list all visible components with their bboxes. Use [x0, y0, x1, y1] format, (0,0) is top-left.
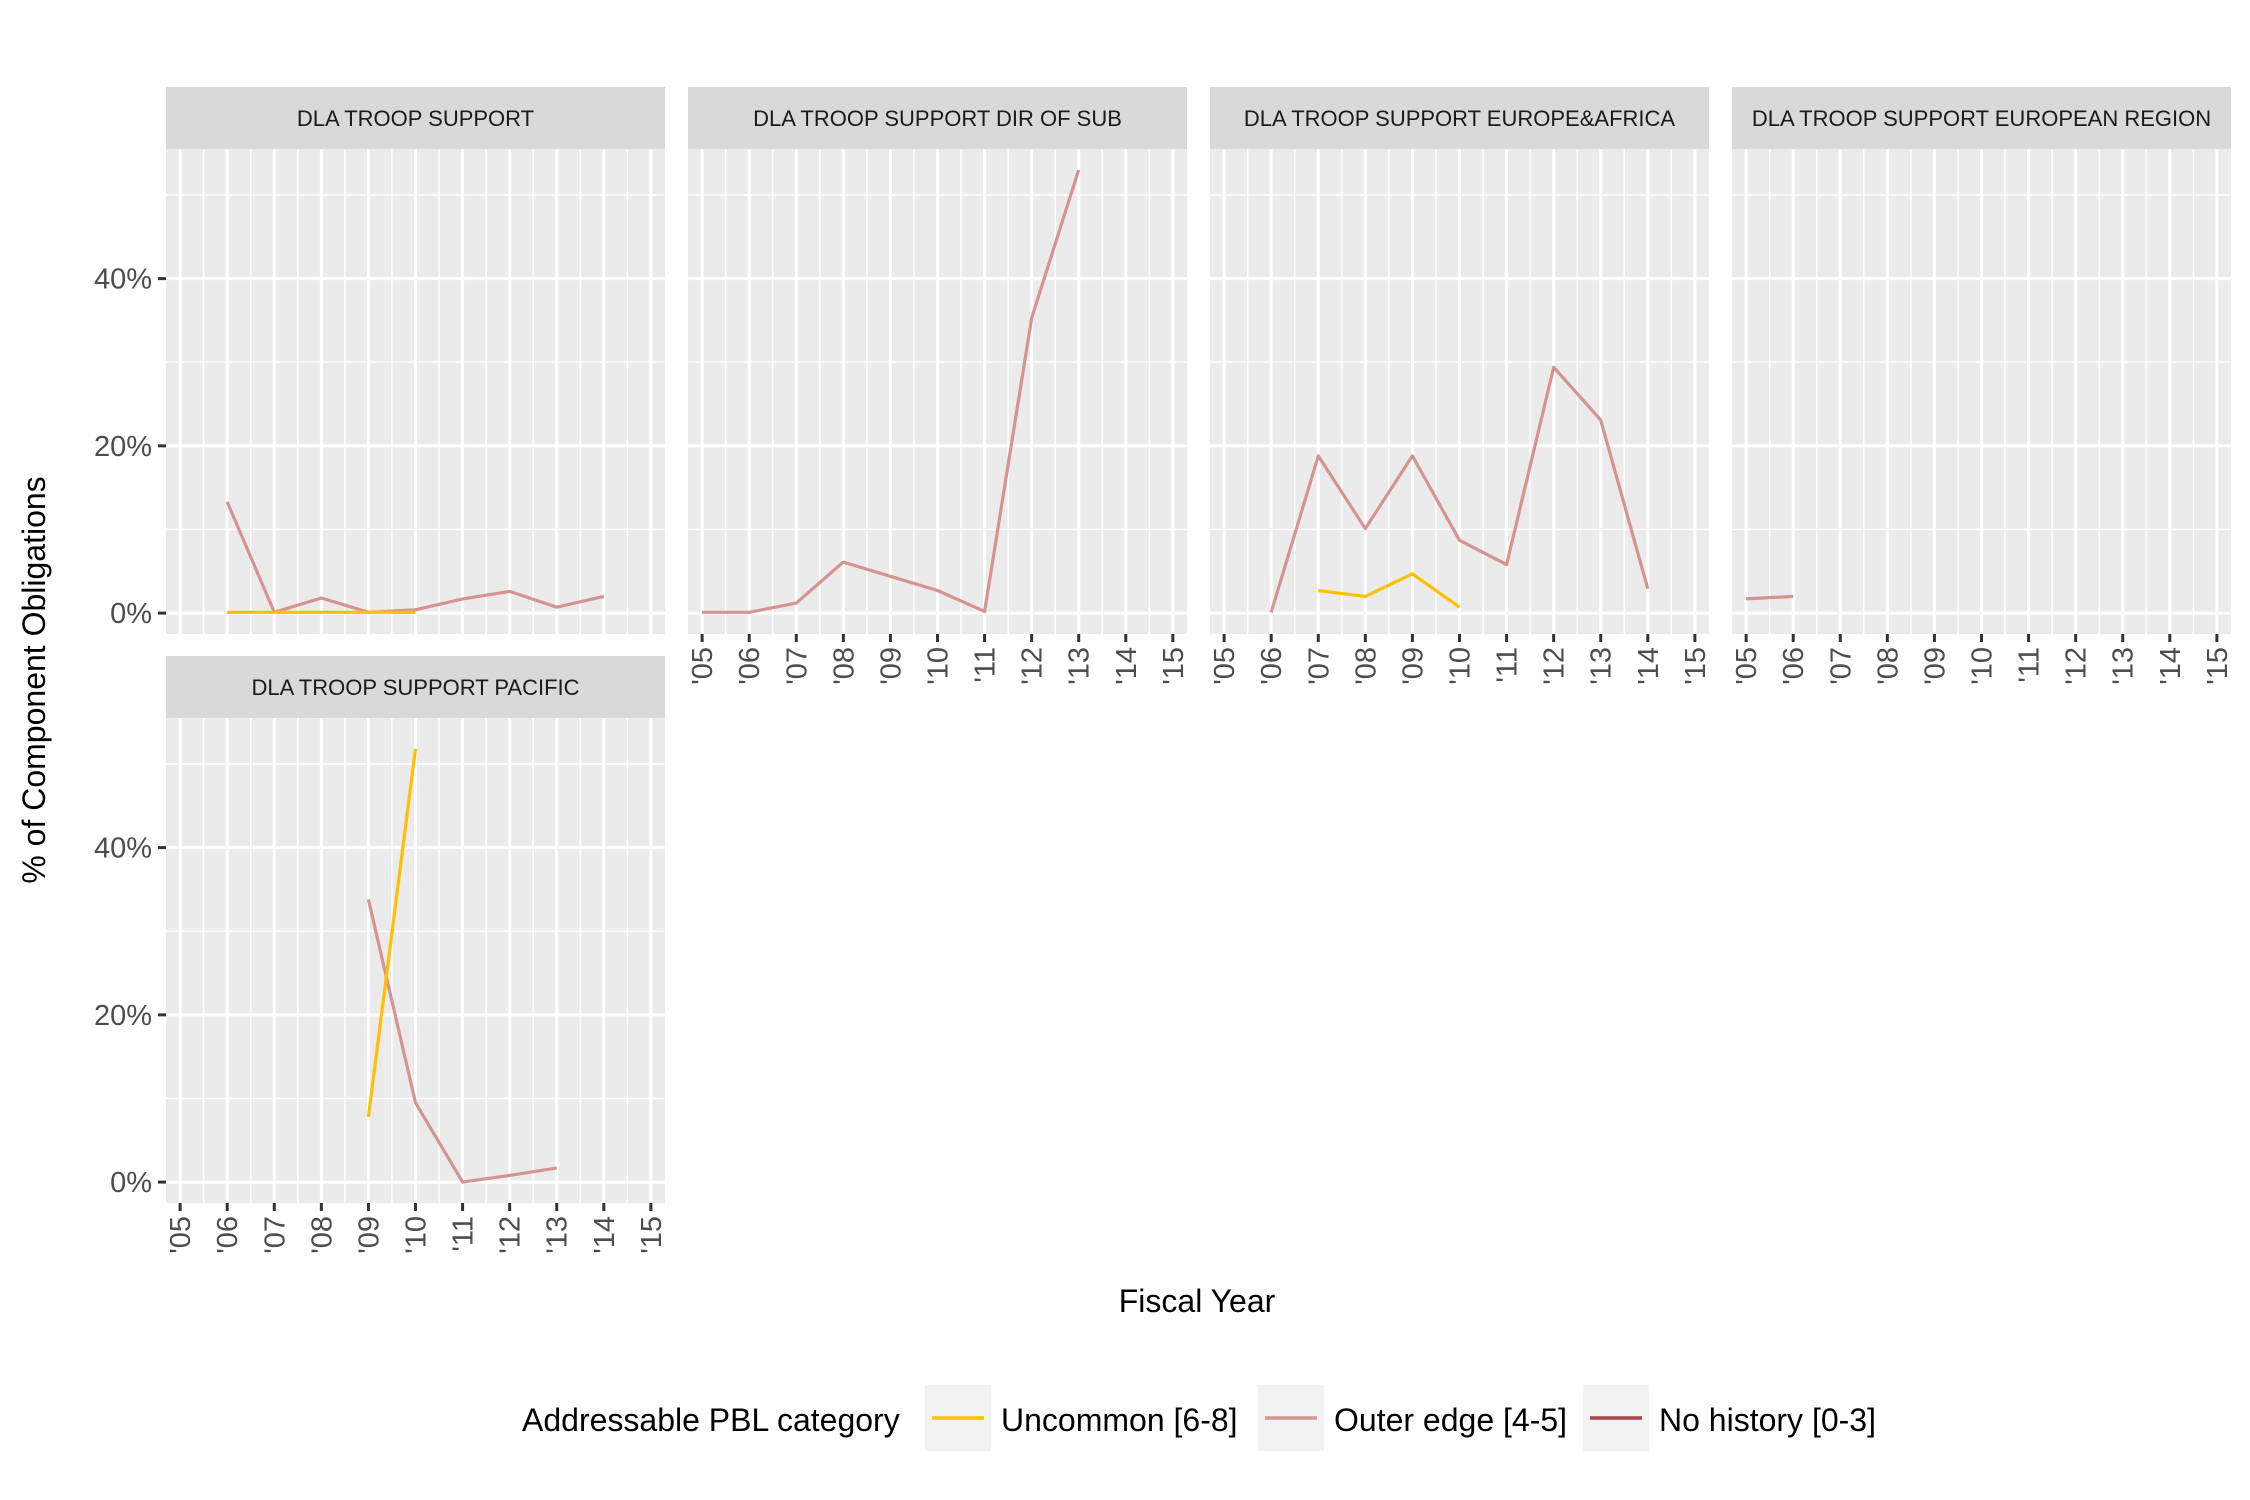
panel-5: DLA TROOP SUPPORT PACIFIC 0% 20% 40% '05 '06 '… [94, 656, 668, 1254]
series-line [366, 899, 557, 1184]
x-tick-label: '13 [1586, 647, 1618, 685]
panel-1: DLA TROOP SUPPORT 0% 20% 40% [94, 87, 665, 634]
x-tick-label: '07 [259, 1216, 291, 1254]
panel-strip [166, 87, 665, 149]
x-tick-label: '08 [1350, 647, 1382, 685]
x-tick-label: '08 [828, 647, 860, 685]
x-tick-label: '07 [1825, 647, 1857, 685]
x-tick-label: '11 [2014, 647, 2046, 683]
x-tick-label: '12 [1539, 647, 1571, 685]
x-tick-label: '13 [2108, 647, 2140, 685]
x-tick-label: '11 [1492, 647, 1524, 683]
x-tick-label: '10 [401, 1216, 433, 1254]
panel-title: DLA TROOP SUPPORT EUROPEAN REGION [1752, 106, 2211, 131]
legend-entry: Outer edge [4-5] [1258, 1385, 1567, 1451]
x-tick-label: '07 [781, 647, 813, 685]
x-tick-label: '15 [2202, 647, 2234, 685]
x-tick-label: '05 [1209, 647, 1241, 685]
x-tick-label: '10 [923, 647, 955, 685]
x-tick-label: '14 [1633, 647, 1665, 685]
y-tick-label: 40% [94, 833, 152, 865]
panel-strip [688, 87, 1187, 149]
y-tick-label: 0% [110, 1167, 152, 1199]
y-axis-title: % of Component Obligations [16, 476, 52, 883]
x-tick-label: '13 [542, 1216, 574, 1254]
x-tick-label: '05 [1731, 647, 1763, 685]
panel-strip [1210, 87, 1709, 149]
x-tick-label: '15 [1158, 647, 1190, 685]
x-tick-label: '08 [306, 1216, 338, 1254]
legend-label: No history [0-3] [1659, 1402, 1876, 1438]
x-tick-label: '14 [1111, 647, 1143, 685]
panel-title: DLA TROOP SUPPORT EUROPE&AFRICA [1244, 106, 1675, 131]
y-tick-label: 20% [94, 1000, 152, 1032]
x-tick-label: '09 [353, 1216, 385, 1254]
x-tick-label: '12 [495, 1216, 527, 1254]
legend-entry: Uncommon [6-8] [925, 1385, 1238, 1451]
x-tick-label: '09 [875, 647, 907, 685]
legend-label: Uncommon [6-8] [1001, 1402, 1238, 1438]
panel-3: DLA TROOP SUPPORT EUROPE&AFRICA '05 '06 '07… [1209, 87, 1712, 685]
x-tick-label: '11 [448, 1216, 480, 1252]
x-tick-label: '14 [2155, 647, 2187, 685]
y-tick-label: 0% [110, 598, 152, 630]
x-tick-label: '06 [1778, 647, 1810, 685]
x-tick-label: '13 [1064, 647, 1096, 685]
x-tick-label: '12 [2061, 647, 2093, 685]
x-tick-label: '09 [1919, 647, 1951, 685]
legend-entry: No history [0-3] [1583, 1385, 1876, 1451]
panel-title: DLA TROOP SUPPORT PACIFIC [251, 675, 579, 700]
x-tick-label: '10 [1445, 647, 1477, 685]
x-tick-label: '14 [589, 1216, 621, 1254]
x-axis-title: Fiscal Year [1119, 1283, 1276, 1319]
series-line [366, 748, 418, 1118]
y-tick-label: 40% [94, 264, 152, 296]
panel-strip [1732, 87, 2231, 149]
panel-title: DLA TROOP SUPPORT DIR OF SUB [753, 106, 1122, 131]
series-line [1746, 594, 1794, 601]
panel-4: DLA TROOP SUPPORT EUROPEAN REGION '05 '06 '… [1731, 87, 2234, 685]
x-tick-label: '06 [1256, 647, 1288, 685]
y-tick-label: 20% [94, 431, 152, 463]
legend-title: Addressable PBL category [522, 1402, 900, 1438]
x-tick-label: '07 [1303, 647, 1335, 685]
x-tick-label: '12 [1017, 647, 1049, 685]
x-tick-label: '09 [1397, 647, 1429, 685]
panel-2: DLA TROOP SUPPORT DIR OF SUB '05 '06 '07 '08… [687, 87, 1190, 685]
x-tick-label: '06 [212, 1216, 244, 1254]
x-tick-label: '11 [970, 647, 1002, 683]
series-line [1269, 365, 1650, 613]
series-line [702, 169, 1081, 614]
series-line [225, 501, 605, 614]
panel-strip [166, 656, 665, 718]
legend: Addressable PBL category Uncommon [6-8] O… [522, 1385, 1876, 1451]
x-tick-label: '05 [165, 1216, 197, 1254]
x-tick-label: '15 [636, 1216, 668, 1254]
x-tick-label: '10 [1967, 647, 1999, 685]
x-tick-label: '05 [687, 647, 719, 685]
panel-title: DLA TROOP SUPPORT [297, 106, 534, 131]
legend-label: Outer edge [4-5] [1334, 1402, 1567, 1438]
x-tick-label: '06 [734, 647, 766, 685]
series-line [1318, 572, 1461, 609]
x-tick-label: '08 [1872, 647, 1904, 685]
x-tick-label: '15 [1680, 647, 1712, 685]
